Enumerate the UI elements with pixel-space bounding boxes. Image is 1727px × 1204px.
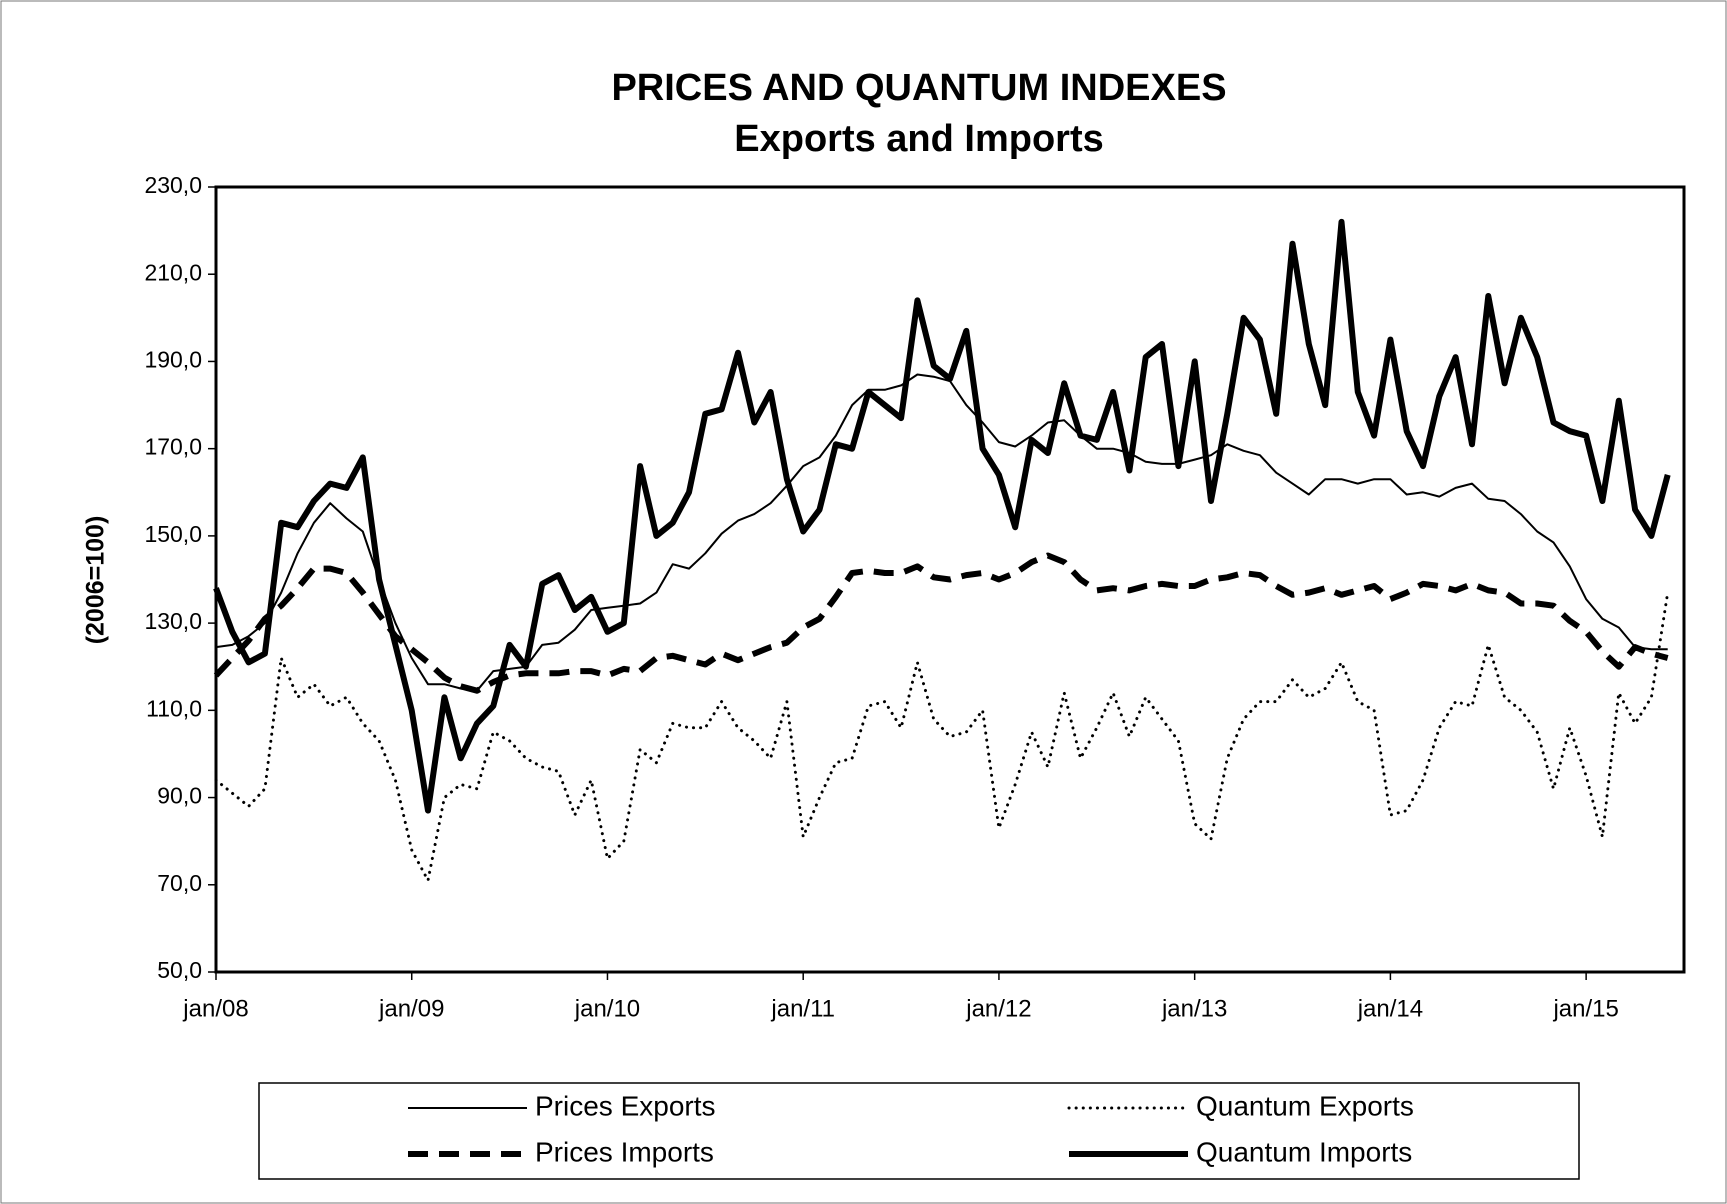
- series-line: [214, 591, 1670, 882]
- y-tick-label: 90,0: [157, 783, 202, 809]
- legend-label: Quantum Exports: [1196, 1090, 1414, 1121]
- x-tick-label: jan/09: [378, 995, 444, 1022]
- x-tick-label: jan/12: [965, 995, 1031, 1022]
- y-tick-label: 110,0: [146, 695, 202, 721]
- plot-area: [214, 185, 1686, 974]
- series-line: [213, 218, 1671, 814]
- x-tick-label: jan/10: [574, 995, 640, 1022]
- legend-label: Quantum Imports: [1196, 1136, 1412, 1167]
- y-tick-label: 130,0: [144, 608, 202, 634]
- x-tick-label: jan/13: [1161, 995, 1227, 1022]
- y-tick-label: 170,0: [144, 434, 202, 460]
- y-tick-label: 150,0: [144, 521, 202, 547]
- chart-title: PRICES AND QUANTUM INDEXES: [611, 67, 1226, 109]
- x-tick-label: jan/11: [770, 995, 835, 1022]
- y-tick-label: 190,0: [144, 347, 202, 373]
- series-line: [213, 552, 1669, 694]
- x-tick-label: jan/14: [1357, 995, 1423, 1022]
- y-tick-label: 50,0: [157, 957, 202, 983]
- legend-box: [258, 1082, 1580, 1180]
- y-tick-label: 70,0: [157, 870, 202, 896]
- x-tick-label: jan/08: [182, 995, 248, 1022]
- x-tick-label: jan/15: [1552, 995, 1618, 1022]
- y-axis-label: (2006=100): [82, 516, 110, 645]
- chart-subtitle: Exports and Imports: [734, 118, 1104, 160]
- series-line: [215, 373, 1668, 692]
- legend-label: Prices Imports: [535, 1136, 714, 1167]
- y-tick-label: 230,0: [144, 172, 202, 198]
- y-tick-label: 210,0: [144, 259, 202, 285]
- legend-label: Prices Exports: [535, 1090, 716, 1121]
